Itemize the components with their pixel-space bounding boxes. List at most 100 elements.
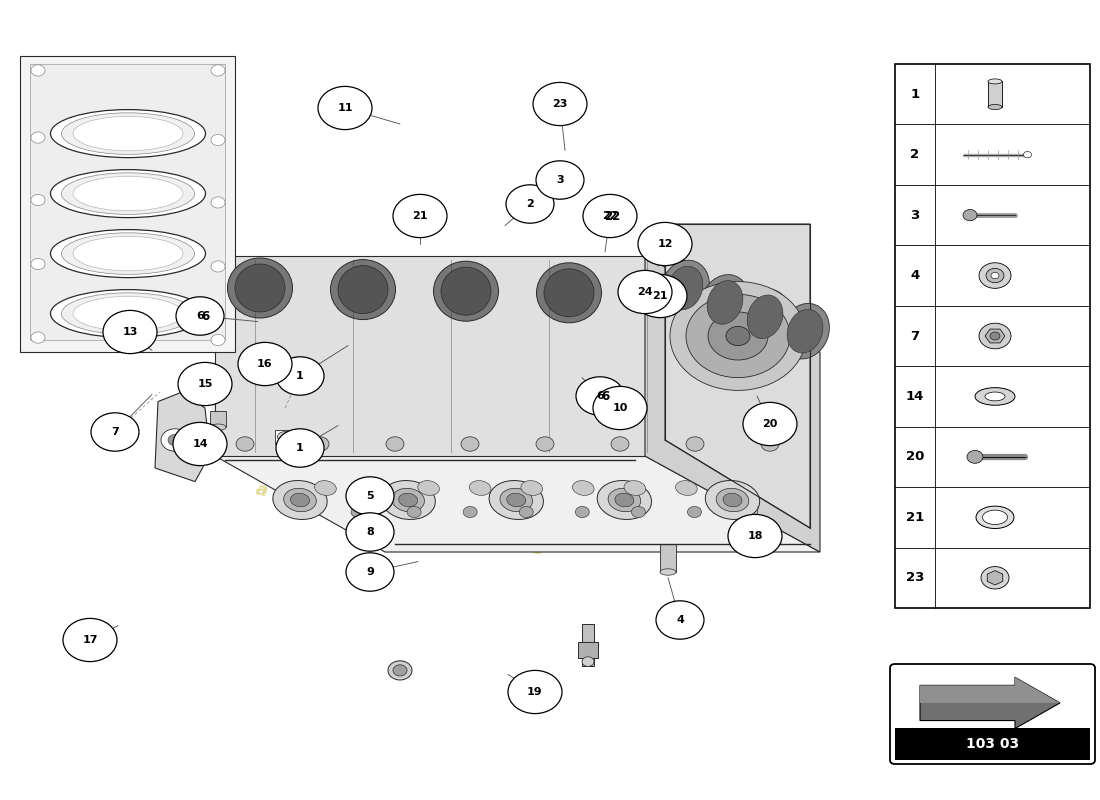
Circle shape xyxy=(631,506,646,518)
Ellipse shape xyxy=(747,295,783,338)
Circle shape xyxy=(346,477,394,515)
Text: 18: 18 xyxy=(747,531,762,541)
Circle shape xyxy=(686,294,790,378)
Ellipse shape xyxy=(624,481,646,495)
Ellipse shape xyxy=(273,481,327,519)
Circle shape xyxy=(388,661,412,680)
Ellipse shape xyxy=(235,264,285,312)
Circle shape xyxy=(31,132,45,143)
Ellipse shape xyxy=(418,481,439,495)
Circle shape xyxy=(708,312,768,360)
Text: 23: 23 xyxy=(905,571,924,584)
Bar xyxy=(988,82,1002,107)
Circle shape xyxy=(211,261,226,272)
Circle shape xyxy=(176,297,224,335)
Ellipse shape xyxy=(982,510,1008,525)
Bar xyxy=(582,624,594,666)
Ellipse shape xyxy=(660,569,676,575)
Text: 20: 20 xyxy=(762,419,778,429)
Bar xyxy=(275,430,295,444)
Circle shape xyxy=(979,323,1011,349)
Ellipse shape xyxy=(521,481,542,495)
Polygon shape xyxy=(666,224,810,528)
Circle shape xyxy=(593,386,647,430)
Circle shape xyxy=(211,134,226,146)
Ellipse shape xyxy=(338,266,388,314)
Polygon shape xyxy=(30,64,225,340)
Text: 13: 13 xyxy=(122,327,138,337)
Bar xyxy=(895,728,1090,760)
Ellipse shape xyxy=(277,431,293,442)
Circle shape xyxy=(393,194,447,238)
Text: 14: 14 xyxy=(192,439,208,449)
Ellipse shape xyxy=(544,269,594,317)
Text: 3: 3 xyxy=(557,175,564,185)
Polygon shape xyxy=(987,570,1003,585)
FancyBboxPatch shape xyxy=(890,664,1094,764)
Circle shape xyxy=(178,362,232,406)
Text: 4: 4 xyxy=(676,615,684,625)
Ellipse shape xyxy=(73,236,183,270)
Ellipse shape xyxy=(398,493,418,507)
Circle shape xyxy=(656,601,704,639)
Circle shape xyxy=(168,434,182,446)
Text: 103 03: 103 03 xyxy=(966,738,1019,751)
Circle shape xyxy=(238,342,292,386)
Circle shape xyxy=(276,429,324,467)
Text: 16: 16 xyxy=(257,359,273,369)
Ellipse shape xyxy=(470,481,491,495)
Ellipse shape xyxy=(984,392,1005,401)
Ellipse shape xyxy=(433,261,498,321)
Ellipse shape xyxy=(788,310,823,353)
Circle shape xyxy=(688,506,702,518)
Circle shape xyxy=(519,506,534,518)
Text: 2: 2 xyxy=(526,199,534,209)
Circle shape xyxy=(351,506,365,518)
Ellipse shape xyxy=(381,481,436,519)
Text: 1: 1 xyxy=(911,88,920,101)
Text: 12: 12 xyxy=(658,239,673,249)
Ellipse shape xyxy=(597,481,651,519)
Ellipse shape xyxy=(615,493,634,507)
Polygon shape xyxy=(920,678,1060,729)
Ellipse shape xyxy=(51,110,206,158)
Circle shape xyxy=(986,268,1004,282)
Text: 6: 6 xyxy=(596,391,604,401)
Text: 21: 21 xyxy=(412,211,428,221)
Circle shape xyxy=(31,332,45,343)
Text: 20: 20 xyxy=(905,450,924,463)
Ellipse shape xyxy=(330,259,396,319)
Polygon shape xyxy=(920,678,1060,703)
Circle shape xyxy=(761,437,779,451)
Circle shape xyxy=(276,357,324,395)
Text: 21: 21 xyxy=(906,511,924,524)
Circle shape xyxy=(461,437,478,451)
Circle shape xyxy=(536,437,554,451)
Circle shape xyxy=(582,657,594,666)
Ellipse shape xyxy=(507,493,526,507)
Ellipse shape xyxy=(499,488,532,512)
Bar xyxy=(660,544,676,572)
Text: 21: 21 xyxy=(652,291,668,301)
Text: 24: 24 xyxy=(637,287,652,297)
Ellipse shape xyxy=(315,481,337,495)
Ellipse shape xyxy=(988,79,1002,84)
Circle shape xyxy=(967,450,983,463)
Text: 14: 14 xyxy=(905,390,924,403)
Circle shape xyxy=(990,332,1000,340)
Ellipse shape xyxy=(740,289,790,345)
Text: 9: 9 xyxy=(366,567,374,577)
Circle shape xyxy=(728,514,782,558)
Ellipse shape xyxy=(705,481,760,519)
Ellipse shape xyxy=(572,481,594,495)
Circle shape xyxy=(610,437,629,451)
Circle shape xyxy=(979,262,1011,288)
Ellipse shape xyxy=(73,297,183,331)
Ellipse shape xyxy=(723,493,743,507)
Ellipse shape xyxy=(51,290,206,338)
Ellipse shape xyxy=(62,173,195,214)
Text: 17: 17 xyxy=(82,635,98,645)
Circle shape xyxy=(536,161,584,199)
Polygon shape xyxy=(20,56,235,352)
Circle shape xyxy=(31,194,45,206)
